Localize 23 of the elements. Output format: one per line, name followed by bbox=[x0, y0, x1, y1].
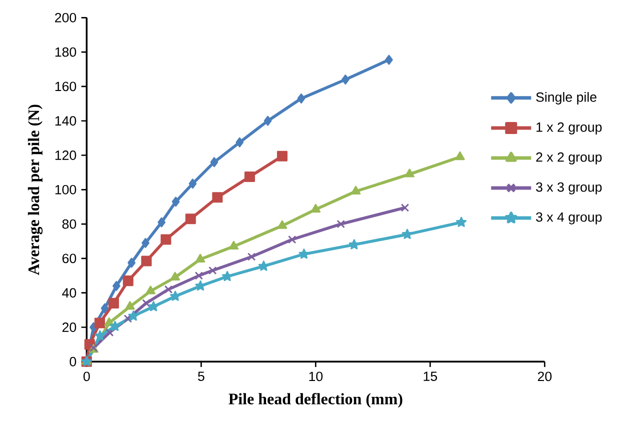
y-tick-label: 0 bbox=[70, 356, 76, 366]
y-tick-label: 120 bbox=[55, 150, 76, 160]
x-tick-label: 10 bbox=[309, 372, 323, 382]
y-tick-label: 200 bbox=[55, 12, 76, 22]
y-tick-label: 60 bbox=[62, 254, 76, 264]
legend-label: 3 x 3 group bbox=[536, 182, 602, 194]
y-tick-label: 100 bbox=[55, 184, 76, 194]
y-axis-title: Average load per pile (N) bbox=[28, 104, 43, 276]
x-tick-label: 5 bbox=[198, 372, 204, 381]
legend-label: 3 x 4 group bbox=[536, 212, 602, 224]
x-tick-label: 20 bbox=[538, 372, 552, 382]
x-axis-title: Pile head deflection (mm) bbox=[228, 392, 402, 408]
y-tick-label: 180 bbox=[55, 47, 76, 57]
legend-label: Single pile bbox=[536, 92, 596, 104]
y-tick-label: 140 bbox=[55, 116, 76, 126]
x-tick-label: 0 bbox=[83, 372, 90, 382]
legend-label: 1 x 2 group bbox=[536, 122, 602, 134]
y-tick-label: 20 bbox=[62, 322, 76, 332]
y-tick-label: 160 bbox=[55, 82, 76, 92]
y-tick-label: 40 bbox=[62, 288, 76, 298]
x-tick-label: 15 bbox=[424, 372, 438, 381]
legend-label: 2 x 2 group bbox=[536, 152, 602, 164]
y-tick-label: 80 bbox=[62, 219, 76, 229]
